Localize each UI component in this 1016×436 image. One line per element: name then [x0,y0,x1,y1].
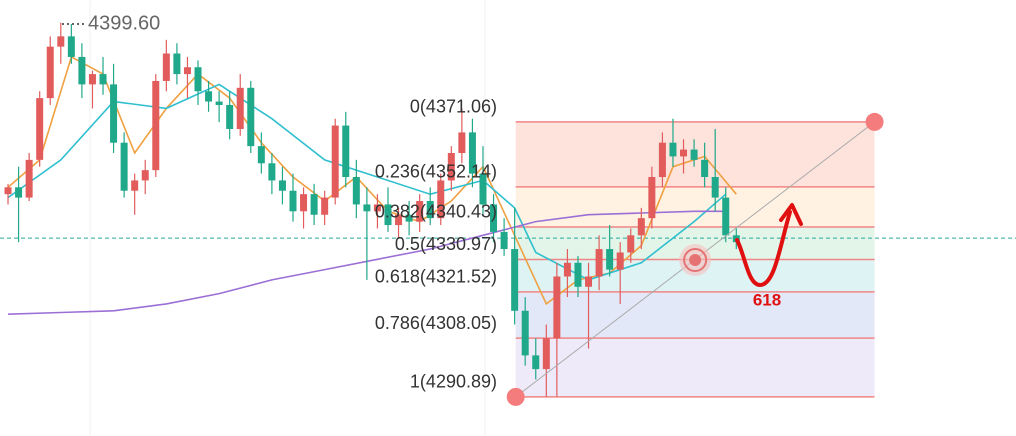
hand-arrow-head [779,203,803,226]
candle-body [701,159,709,178]
candle-body [595,249,603,277]
candle-body [616,252,624,270]
candle-body [342,125,350,178]
candle-body [162,53,170,81]
fib-level-label: 1(4290.89) [410,372,497,392]
candle-body [300,194,308,212]
candle-body [405,214,413,222]
candle-body [521,310,529,356]
candle-body [131,180,139,191]
candle-body [637,218,645,236]
fib-level-label: 0.618(4321.52) [375,267,497,287]
candle-body [152,80,160,171]
candle-body [120,142,128,191]
candle-body [722,197,730,236]
candle-body [289,190,297,212]
candle-body [458,132,466,153]
candle-body [46,46,54,99]
fib-level-label: 0.236(4352.14) [375,162,497,182]
fib-handle [865,112,884,131]
moving-average [7,83,727,281]
candle-body [711,177,719,198]
candle-body [680,149,688,157]
candle-body [310,194,318,215]
fib-level-label: 0.382(4340.43) [375,202,497,222]
candle-body [373,204,381,212]
candle-body [352,177,360,205]
fib-level-label: 0.786(4308.05) [375,313,497,333]
moving-average [7,210,726,315]
candle-body [553,276,561,339]
candle-body [4,187,12,195]
candle-body [183,67,191,75]
candle-body [226,104,234,129]
candle-body [247,87,255,147]
candle-body [447,152,455,181]
candle-body [532,355,540,370]
candle-body [690,149,698,160]
candle-body [215,101,223,105]
moving-average [7,55,737,306]
candle-body [416,201,424,222]
candle-body [426,201,434,219]
candle-body [205,91,213,102]
high-label: 4399.60 [88,12,160,34]
candle-body [110,84,118,143]
candle-body [669,142,677,157]
candle-body [627,235,635,253]
candle-body [395,214,403,226]
candle-body [585,276,593,287]
fib-band [515,338,875,397]
candle-body [257,146,265,164]
candle-body [606,249,614,270]
candle-body [479,173,487,205]
candle-body [67,36,75,57]
candle-body [36,98,44,160]
candle-body [511,249,519,311]
candle-body [268,163,276,181]
candle-body [78,56,86,85]
fib-band [515,291,875,339]
candle-body [278,180,286,191]
candle-body [236,87,244,129]
point-marker-ring [683,248,708,273]
candle-body [15,187,23,198]
hand-arrow [735,210,792,288]
fib-handle [506,387,525,406]
candle-body [658,142,666,178]
candle-body [99,74,107,85]
candle-body [141,170,149,181]
candle-body [648,177,656,219]
candle-body [57,36,65,47]
candle-body [331,125,339,198]
candle-body [194,67,202,92]
candle-body [542,338,550,370]
fib-level-label: 0.5(4330.97) [395,234,497,254]
candle-body [173,53,181,75]
candle-body [88,74,96,85]
candle-body [25,159,33,198]
candle-body [563,262,571,277]
fib-level-label: 0(4371.06) [410,97,497,117]
annotation: 618 [753,290,781,309]
candle-body [500,231,508,250]
point-marker [689,254,702,267]
candle-body [468,132,476,174]
candle-body [321,197,329,215]
candle-body [363,204,371,212]
candle-body [384,204,392,226]
candle-body [437,180,445,219]
candle-body [490,204,498,232]
candle-body [574,262,582,287]
